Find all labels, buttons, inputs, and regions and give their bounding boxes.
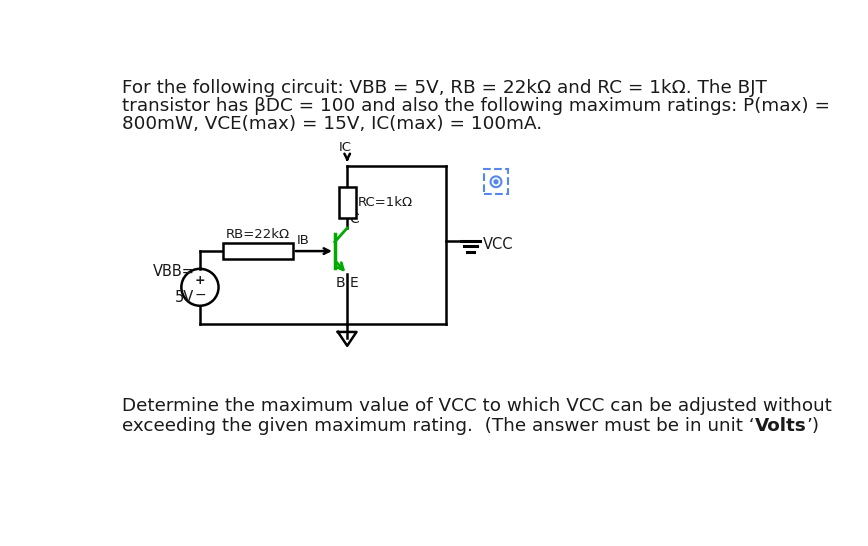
Text: For the following circuit: VBB = 5V, RB = 22kΩ and RC = 1kΩ. The BJT: For the following circuit: VBB = 5V, RB … — [122, 79, 767, 97]
Text: −: − — [194, 288, 206, 302]
Bar — [223, 244, 293, 259]
Text: IB: IB — [297, 234, 310, 247]
Text: C: C — [350, 212, 359, 227]
Circle shape — [494, 180, 498, 183]
Text: RB=22kΩ: RB=22kΩ — [226, 228, 290, 241]
Text: B: B — [336, 276, 345, 290]
Text: VCC: VCC — [483, 236, 513, 252]
Text: E: E — [350, 276, 358, 290]
Text: Volts: Volts — [755, 417, 807, 435]
Text: +: + — [194, 274, 205, 287]
Text: transistor has βDC = 100 and also the following maximum ratings: P(max) =: transistor has βDC = 100 and also the fo… — [122, 97, 831, 115]
Text: IC: IC — [339, 141, 352, 154]
Text: 800mW, VCE(max) = 15V, IC(max) = 100mA.: 800mW, VCE(max) = 15V, IC(max) = 100mA. — [122, 115, 542, 133]
Bar — [483, 169, 509, 194]
Text: ’): ’) — [807, 417, 820, 435]
Text: exceeding the given maximum rating.  (The answer must be in unit ‘: exceeding the given maximum rating. (The… — [122, 417, 755, 435]
Text: 5V: 5V — [175, 290, 194, 305]
Text: RC=1kΩ: RC=1kΩ — [358, 196, 413, 209]
Text: Determine the maximum value of VCC to which VCC can be adjusted without: Determine the maximum value of VCC to wh… — [122, 397, 832, 416]
Text: VBB=: VBB= — [153, 264, 194, 279]
Bar — [339, 187, 356, 218]
